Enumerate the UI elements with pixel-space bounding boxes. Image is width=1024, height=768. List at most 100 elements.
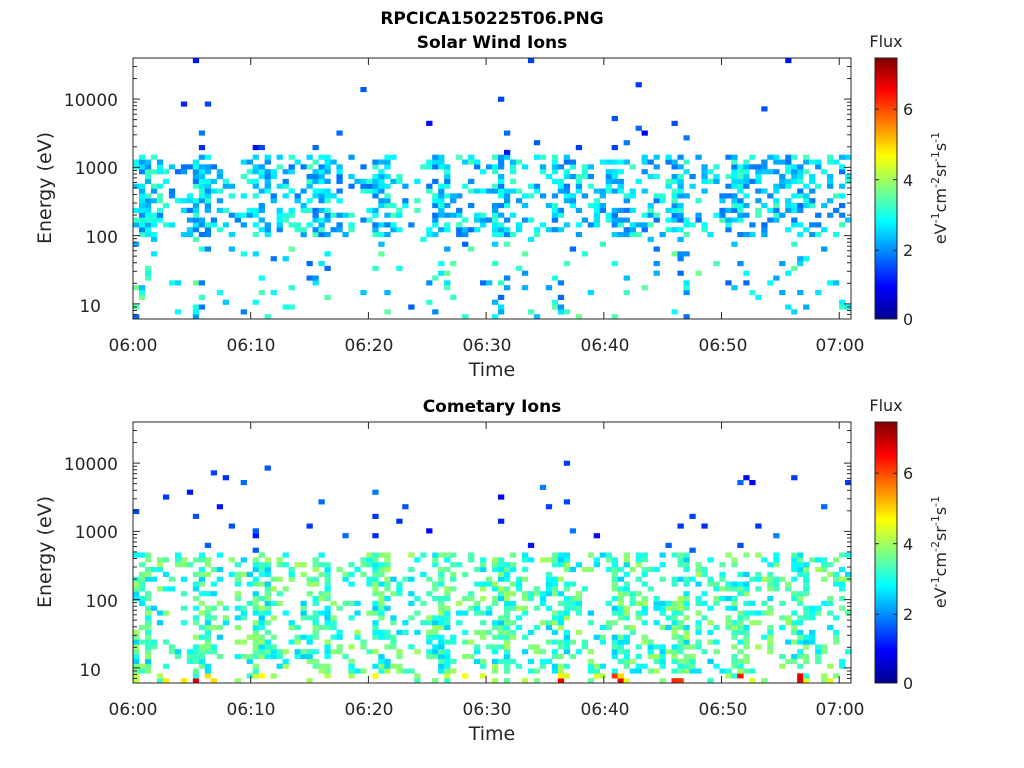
spectrogram-cell <box>611 673 618 679</box>
spectrogram-cell <box>282 552 289 558</box>
spectrogram-cell <box>312 557 319 563</box>
spectrogram-cell <box>174 557 182 563</box>
spectrogram-cell <box>228 193 236 199</box>
spectrogram-cell <box>689 174 696 180</box>
spectrogram-cell <box>815 658 822 664</box>
spectrogram-cell <box>432 620 439 626</box>
spectrogram-cell <box>731 193 738 199</box>
spectrogram-cell <box>492 600 499 606</box>
spectrogram-cell <box>755 644 762 650</box>
spectrogram-cell <box>306 523 313 529</box>
spectrogram-cell <box>366 207 373 213</box>
spectrogram-cell <box>360 562 367 568</box>
spectrogram-cell <box>354 634 361 640</box>
spectrogram-cell <box>779 178 786 184</box>
spectrogram-cell <box>821 673 828 679</box>
spectrogram-cell <box>737 663 744 669</box>
spectrogram-cell <box>611 116 618 122</box>
spectrogram-cell <box>671 552 678 558</box>
spectrogram-cell <box>438 576 445 582</box>
spectrogram-cell <box>312 275 319 281</box>
spectrogram-cell <box>779 654 786 660</box>
colorbar-gradient <box>874 421 898 684</box>
spectrogram-cell <box>390 576 397 582</box>
spectrogram-cell <box>138 285 146 291</box>
spectrogram-cell <box>833 629 840 635</box>
spectrogram-cell <box>797 600 804 606</box>
spectrogram-cell <box>521 634 529 640</box>
spectrogram-cell <box>264 600 271 606</box>
spectrogram-cell <box>348 581 355 587</box>
spectrogram-cell <box>216 290 224 296</box>
spectrogram-cell <box>755 178 762 184</box>
spectrogram-cell <box>797 620 804 626</box>
spectrogram-cell <box>450 552 457 558</box>
spectrogram-cell <box>324 169 331 175</box>
spectrogram-cell <box>611 654 618 660</box>
spectrogram-cell <box>821 227 828 233</box>
spectrogram-cell <box>677 212 684 218</box>
spectrogram-cell <box>737 668 744 674</box>
spectrogram-cell <box>450 571 457 577</box>
spectrogram-cell <box>324 178 331 184</box>
spectrogram-cell <box>294 654 301 660</box>
spectrogram-cell <box>378 552 385 558</box>
spectrogram-cell <box>779 212 786 218</box>
spectrogram-cell <box>797 639 804 645</box>
spectrogram-cell <box>408 567 415 573</box>
spectrogram-cell <box>450 668 457 674</box>
spectrogram-cell <box>809 203 816 209</box>
spectrogram-cell <box>665 159 672 165</box>
spectrogram-cell <box>318 591 325 597</box>
spectrogram-cell <box>252 668 259 674</box>
spectrogram-cell <box>144 625 152 631</box>
spectrogram-cell <box>438 634 445 640</box>
spectrogram-cell <box>677 678 684 684</box>
spectrogram-cell <box>509 591 517 597</box>
spectrogram-cell <box>264 644 271 650</box>
spectrogram-cell <box>252 644 259 650</box>
spectrogram-cell <box>653 270 660 276</box>
spectrogram-cell <box>575 174 583 180</box>
spectrogram-cell <box>647 212 654 218</box>
spectrogram-cell <box>845 571 852 577</box>
spectrogram-cell <box>671 120 678 126</box>
spectrogram-cell <box>438 605 445 611</box>
spectrogram-cell <box>809 198 816 204</box>
spectrogram-cell <box>133 241 140 247</box>
spectrogram-cell <box>503 188 511 194</box>
spectrogram-cell <box>611 567 618 573</box>
spectrogram-cell <box>719 217 726 223</box>
spectrogram-cell <box>150 222 158 228</box>
spectrogram-cell <box>318 596 325 602</box>
spectrogram-cell <box>360 164 367 170</box>
spectrogram-cell <box>707 658 714 664</box>
spectrogram-cell <box>497 232 505 238</box>
spectrogram-cell <box>515 265 523 271</box>
spectrogram-cell <box>252 591 259 597</box>
spectrogram-cell <box>396 586 403 592</box>
spectrogram-cell <box>737 188 744 194</box>
spectrogram-cell <box>821 169 828 175</box>
spectrogram-cell <box>575 222 583 228</box>
spectrogram-cell <box>378 591 385 597</box>
spectrogram-cell <box>150 605 158 611</box>
spectrogram-cell <box>737 542 744 548</box>
spectrogram-cell <box>324 193 331 199</box>
spectrogram-cell <box>515 227 523 233</box>
spectrogram-cell <box>150 232 158 238</box>
spectrogram-cell <box>216 567 224 573</box>
spectrogram-cell <box>240 571 247 577</box>
spectrogram-cell <box>378 634 385 640</box>
spectrogram-cell <box>372 164 379 170</box>
spectrogram-cell <box>426 164 433 170</box>
spectrogram-cell <box>438 620 445 626</box>
spectrogram-cell <box>797 591 804 597</box>
spectrogram-cell <box>348 673 355 679</box>
spectrogram-cell <box>204 629 212 635</box>
spectrogram-cell <box>468 591 475 597</box>
spectrogram-cell <box>396 212 403 218</box>
spectrogram-cell <box>785 581 792 587</box>
spectrogram-cell <box>258 620 265 626</box>
spectrogram-cell <box>617 567 624 573</box>
